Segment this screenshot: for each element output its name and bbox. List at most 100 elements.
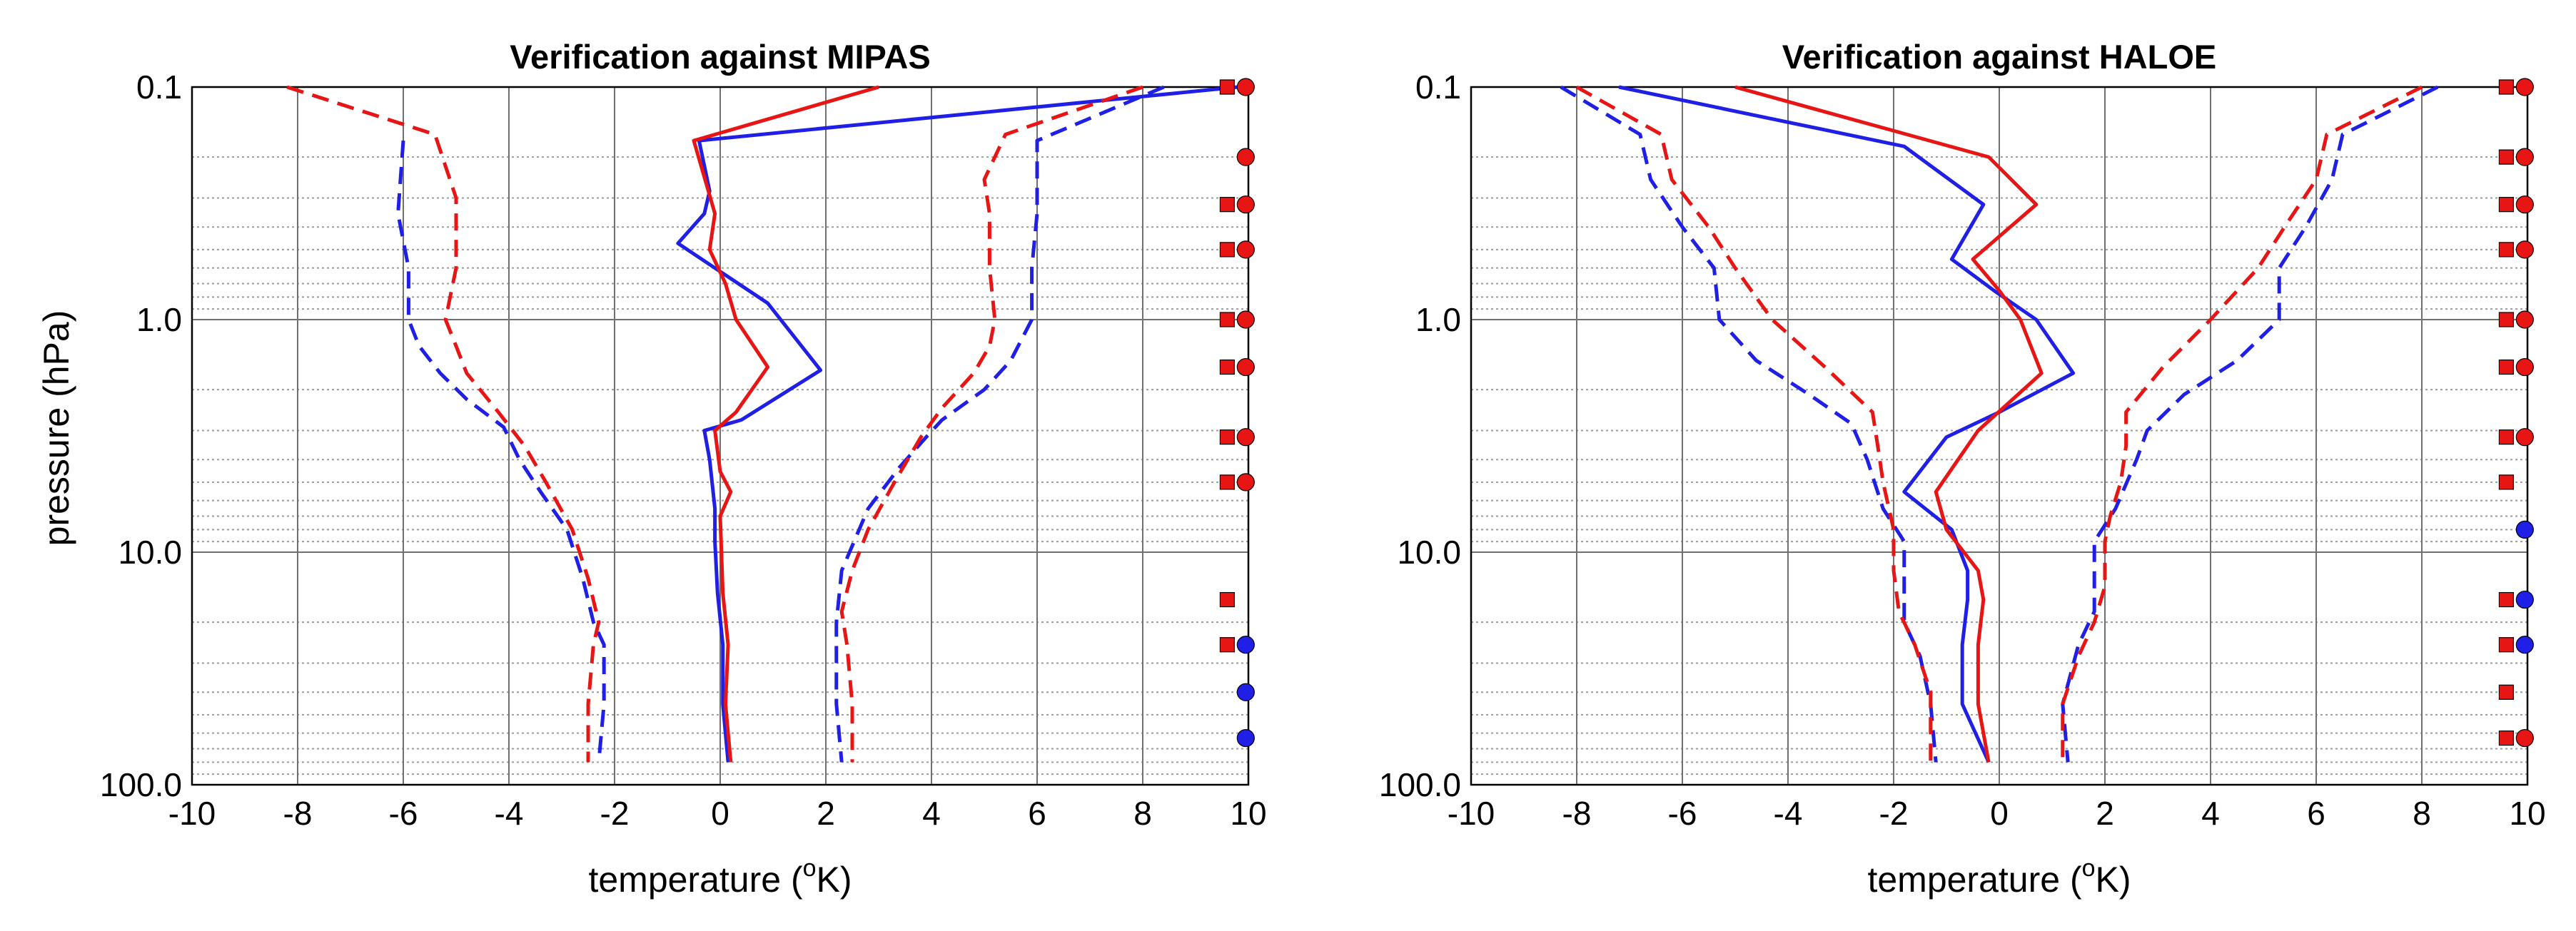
series-group (286, 85, 1238, 763)
square-marker (1219, 591, 1236, 608)
square-marker (2498, 79, 2514, 95)
x-tick-label: -4 (1774, 795, 1803, 832)
x-tick-label: 2 (2096, 795, 2114, 832)
circle-marker (1236, 148, 1255, 166)
circle-marker (2515, 240, 2534, 259)
circle-marker (1236, 195, 1255, 214)
square-marker (1219, 312, 1236, 327)
circle-marker (1236, 636, 1255, 654)
x-tick-label: 0 (1990, 795, 2009, 832)
square-marker (2498, 684, 2514, 700)
major-gridlines (1470, 86, 2528, 785)
circle-marker (1236, 240, 1255, 259)
x-tick-label: 6 (2307, 795, 2325, 832)
panel-mipas: Verification against MIPAS -10 -8 -6 -4 -2 0 2 4… (100, 38, 1267, 900)
series-line-red-dashed-high (839, 85, 1143, 763)
square-marker (1219, 197, 1236, 213)
series-line-red-dashed-low (1575, 85, 1933, 763)
x-tick-label: -8 (1562, 795, 1592, 832)
x-tick-label: 8 (2413, 795, 2431, 832)
x-tick-label: 10 (1230, 795, 1266, 832)
series-line-blue-dashed-high (834, 85, 1165, 763)
square-marker (1219, 359, 1236, 375)
y-tick-label: 10.0 (118, 534, 182, 571)
square-marker (2498, 429, 2514, 445)
square-marker (1219, 637, 1236, 653)
x-tick-label: -2 (1879, 795, 1909, 832)
circle-marker (2515, 636, 2534, 654)
circle-marker (2515, 357, 2534, 377)
x-axis-label: temperature (oK) (1867, 855, 2131, 900)
x-tick-label: -2 (600, 795, 630, 832)
square-marker (1219, 429, 1236, 445)
circle-marker (2515, 590, 2534, 609)
series-line-blue-dashed-low (1560, 85, 1938, 763)
y-tick-label: 0.1 (136, 68, 182, 106)
x-tick-label: -10 (168, 795, 216, 832)
circle-marker (1236, 310, 1255, 329)
x-tick-label: 0 (711, 795, 729, 832)
significance-markers (2498, 78, 2534, 748)
series-group (1560, 85, 2439, 763)
y-axis-label: pressure (hPa) (36, 310, 76, 546)
square-marker (1219, 474, 1236, 490)
y-tick-label: 1.0 (136, 301, 182, 338)
circle-marker (1236, 357, 1255, 377)
series-line-red-dashed-high (2061, 85, 2423, 763)
series-line-red-solid (692, 85, 879, 763)
x-tick-label: -10 (1448, 795, 1495, 832)
x-tick-label: 2 (817, 795, 835, 832)
x-tick-label: -6 (389, 795, 418, 832)
x-tick-label: -8 (283, 795, 313, 832)
x-tick-label: 4 (922, 795, 941, 832)
minor-gridlines (192, 156, 1248, 775)
significance-markers (1219, 78, 1255, 748)
x-tick-label: -4 (495, 795, 524, 832)
x-tick-label: 4 (2201, 795, 2220, 832)
square-marker (2498, 474, 2514, 490)
circle-marker (1236, 728, 1255, 748)
circle-marker (2515, 428, 2534, 447)
square-marker (1219, 79, 1236, 95)
series-line-red-solid (1734, 85, 2044, 763)
circle-marker (2515, 520, 2534, 539)
y-tick-label: 100.0 (100, 766, 182, 803)
x-tick-label: -6 (1668, 795, 1697, 832)
minor-gridlines (1471, 156, 2527, 775)
square-marker (2498, 149, 2514, 165)
panel-haloe: Verification against HALOE -10 -8 -6 -4 -2 0 2 4… (1379, 38, 2546, 900)
series-line-blue-solid (676, 85, 1238, 763)
circle-marker (2515, 728, 2534, 748)
y-tick-label: 100.0 (1379, 766, 1461, 803)
circle-marker (2515, 78, 2534, 96)
square-marker (2498, 637, 2514, 653)
series-line-blue-dashed-high (2061, 85, 2439, 763)
x-tick-label: 8 (1133, 795, 1152, 832)
circle-marker (2515, 310, 2534, 329)
major-gridlines (191, 86, 1249, 785)
circle-marker (1236, 473, 1255, 492)
square-marker (2498, 359, 2514, 375)
square-marker (2498, 197, 2514, 213)
square-marker (1219, 242, 1236, 258)
x-axis-label: temperature (oK) (588, 855, 852, 900)
square-marker (2498, 312, 2514, 327)
series-line-red-dashed-low (286, 85, 601, 763)
x-tick-label: 10 (2509, 795, 2545, 832)
circle-marker (1236, 683, 1255, 701)
y-tick-label: 0.1 (1415, 68, 1461, 106)
circle-marker (2515, 195, 2534, 214)
chart-title: Verification against HALOE (1782, 38, 2217, 76)
square-marker (2498, 730, 2514, 746)
x-tick-label: 6 (1028, 795, 1046, 832)
chart-title: Verification against MIPAS (510, 38, 930, 76)
circle-marker (1236, 78, 1255, 96)
circle-marker (2515, 148, 2534, 166)
series-line-blue-dashed-low (396, 140, 606, 763)
series-line-blue-solid (1618, 85, 2076, 763)
circle-marker (1236, 428, 1255, 447)
square-marker (2498, 591, 2514, 608)
square-marker (2498, 242, 2514, 258)
y-tick-label: 1.0 (1415, 301, 1461, 338)
